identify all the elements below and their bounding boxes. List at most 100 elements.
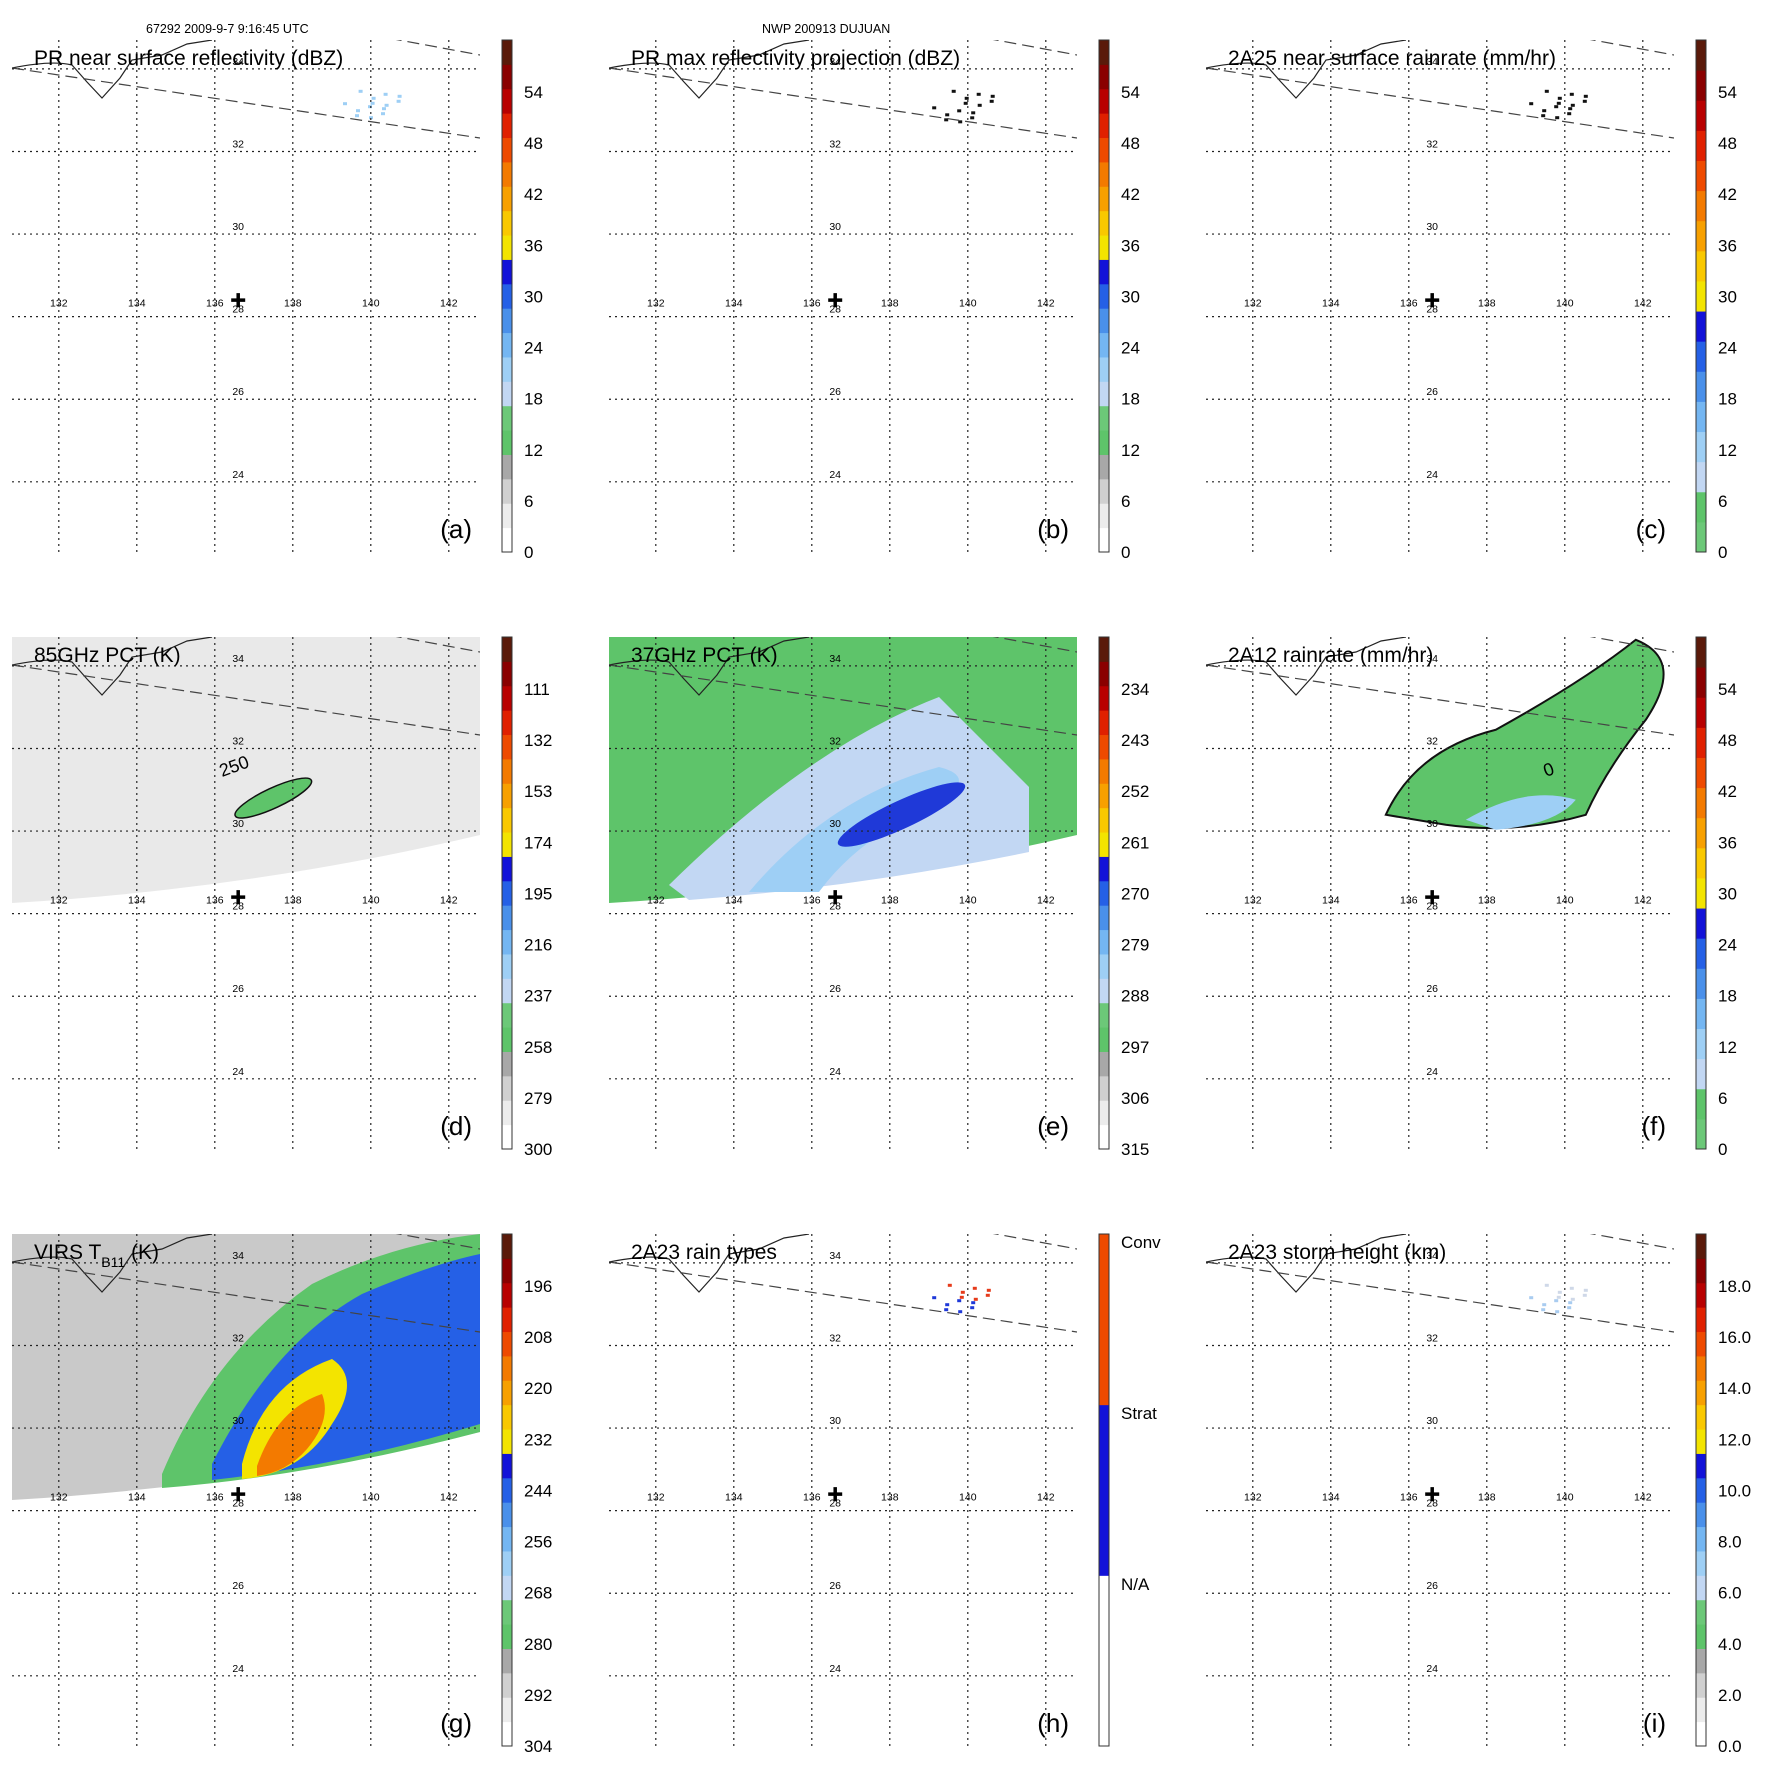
colorbar-segment — [1696, 40, 1706, 71]
rain-pixel — [397, 94, 402, 98]
rain-pixel — [1529, 1296, 1534, 1300]
lon-label: 136 — [803, 298, 821, 310]
lon-label: 142 — [440, 895, 458, 907]
colorbar-segment — [1696, 1502, 1706, 1528]
rain-pixel — [384, 103, 389, 107]
colorbar-tick: 48 — [1121, 134, 1140, 153]
rain-pixel — [396, 99, 401, 103]
lat-label: 28 — [232, 1498, 244, 1510]
rain-pixel — [963, 101, 968, 105]
panel-a: 132 134 136 138 140 142 34 32 30 28 26 24 PR near su… — [12, 39, 543, 562]
storm-center-marker — [828, 1487, 843, 1502]
rain-pixel — [355, 114, 359, 118]
rain-pixel — [976, 92, 981, 96]
lon-label: 136 — [1400, 298, 1418, 310]
rain-pixel — [977, 103, 982, 107]
colorbar-segment — [502, 832, 512, 857]
lat-label: 26 — [232, 1580, 244, 1592]
lat-label: 26 — [1426, 386, 1438, 398]
colorbar-tick: 216 — [524, 936, 552, 955]
lon-label: 136 — [206, 298, 224, 310]
colorbar-segment — [502, 637, 512, 662]
lon-label: 138 — [284, 895, 302, 907]
colorbar-segment — [1099, 905, 1109, 931]
swath-edge — [1206, 664, 1674, 736]
rain-pixel — [1569, 92, 1574, 96]
swath-edge — [1589, 637, 1674, 653]
colorbar-segment — [1696, 1453, 1706, 1479]
rain-pixel — [1554, 105, 1559, 109]
lat-label: 24 — [1426, 1663, 1438, 1675]
lon-label: 142 — [1634, 1492, 1652, 1504]
panel-c: 132 134 136 138 140 142 34 32 30 28 26 24 2A25 near … — [1206, 39, 1737, 562]
lon-label: 134 — [725, 895, 743, 907]
rain-pixel — [932, 106, 937, 110]
colorbar-segment — [502, 1672, 512, 1698]
lat-label: 34 — [232, 56, 244, 68]
storm-center-marker — [828, 890, 843, 905]
colorbar-segment — [502, 478, 512, 504]
colorbar-segment — [1099, 478, 1109, 504]
lat-label: 28 — [829, 1498, 841, 1510]
colorbar-segment — [1696, 1282, 1706, 1308]
lon-label: 140 — [959, 298, 977, 310]
rain-pixel — [1542, 1303, 1547, 1307]
lat-label: 24 — [1426, 469, 1438, 481]
colorbar-segment — [502, 1550, 512, 1576]
swath-edge — [12, 1261, 480, 1333]
lon-label: 134 — [128, 298, 146, 310]
lat-label: 32 — [829, 735, 841, 747]
colorbar-segment — [502, 1526, 512, 1552]
colorbar-tick: 0 — [524, 543, 533, 562]
colorbar-tick: 252 — [1121, 782, 1149, 801]
panel-title: PR near surface reflectivity (dBZ) — [34, 47, 343, 70]
colorbar-segment — [1696, 1234, 1706, 1259]
panel-letter: (d) — [440, 1111, 472, 1141]
colorbar-frame — [501, 39, 513, 553]
lon-label: 142 — [440, 298, 458, 310]
rain-pixel — [947, 1283, 952, 1287]
lat-label: 24 — [232, 1663, 244, 1675]
colorbar-tick: 24 — [1121, 339, 1140, 358]
panel-letter: (h) — [1037, 1708, 1069, 1738]
rain-pixel — [382, 107, 386, 111]
colorbar-segment — [1696, 100, 1706, 131]
colorbar-tick: Strat — [1121, 1404, 1157, 1423]
lat-label: 30 — [232, 221, 244, 233]
lat-label: 24 — [829, 1066, 841, 1078]
colorbar-segment — [502, 1648, 512, 1674]
lat-label: 26 — [829, 386, 841, 398]
colorbar-tick: 196 — [524, 1277, 552, 1296]
lat-label: 32 — [829, 1332, 841, 1344]
colorbar-tick: 297 — [1121, 1038, 1149, 1057]
rain-pixel — [1582, 99, 1587, 103]
rain-pixel — [383, 92, 388, 96]
colorbar-segment — [502, 1697, 512, 1723]
swath-region — [12, 637, 480, 903]
colorbar-segment — [1099, 637, 1109, 662]
colorbar-tick: 243 — [1121, 731, 1149, 750]
colorbar-frame — [1098, 39, 1110, 553]
lon-label: 138 — [881, 1492, 899, 1504]
colorbar-tick: 18 — [1718, 390, 1737, 409]
colorbar-segment — [1099, 259, 1109, 285]
colorbar-tick: 256 — [524, 1533, 552, 1552]
lon-label: 140 — [1556, 298, 1574, 310]
colorbar-tick: 6 — [524, 492, 533, 511]
colorbar-segment — [1696, 1697, 1706, 1723]
rain-pixel — [957, 1299, 962, 1303]
colorbar-segment — [1696, 521, 1706, 553]
lon-label: 138 — [284, 1492, 302, 1504]
colorbar-segment — [1696, 697, 1706, 728]
lat-label: 26 — [232, 983, 244, 995]
lat-label: 34 — [232, 1250, 244, 1262]
colorbar-tick: 36 — [524, 236, 543, 255]
panel-letter: (e) — [1037, 1111, 1069, 1141]
colorbar-tick: 220 — [524, 1379, 552, 1398]
lat-label: 34 — [1426, 653, 1438, 665]
storm-center-marker — [1425, 890, 1440, 905]
colorbar-segment — [502, 1124, 512, 1150]
colorbar-segment — [1696, 908, 1706, 939]
colorbar-tick: 195 — [524, 884, 552, 903]
colorbar-segment — [1696, 1404, 1706, 1430]
